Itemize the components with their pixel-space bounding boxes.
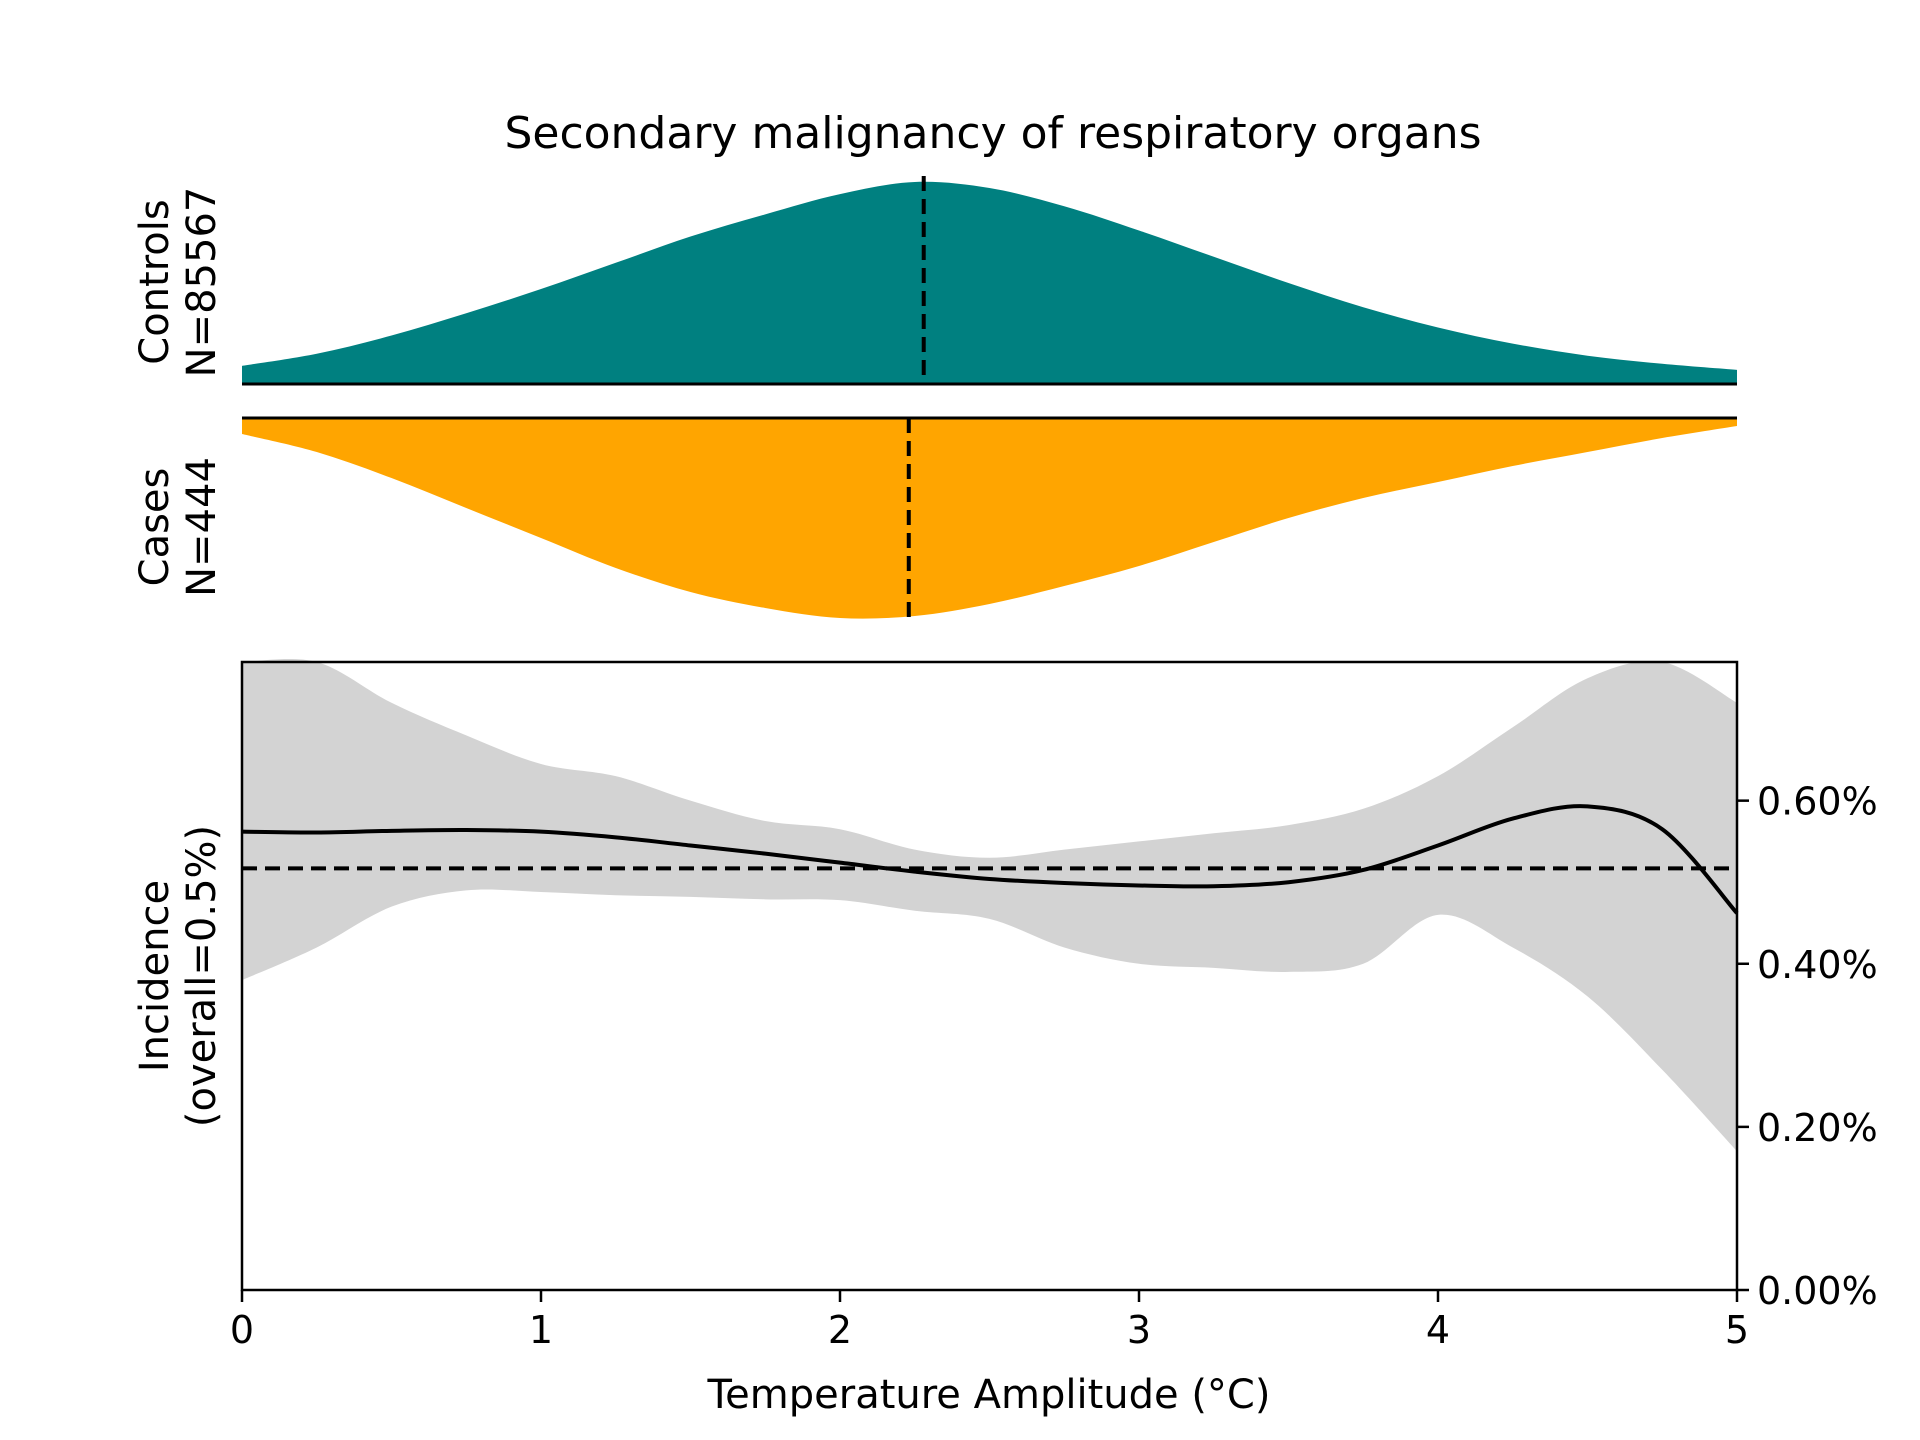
cases-label: Cases (132, 468, 178, 587)
y-tick-label: 0.60% (1757, 780, 1878, 824)
x-tick-label: 0 (230, 1308, 254, 1352)
y-axis-label: Incidence (132, 880, 178, 1072)
y-tick-label: 0.20% (1757, 1106, 1878, 1150)
controls-label: Controls (132, 199, 178, 364)
controls-panel: Controls N=85567 (132, 176, 1737, 386)
cases-panel: Cases N=444 (132, 416, 1737, 624)
incidence-axes-frame (240, 660, 1739, 1292)
controls-density-area (242, 181, 1737, 384)
chart-title: Secondary malignancy of respiratory orga… (504, 108, 1481, 159)
controls-n-label: N=85567 (179, 187, 225, 378)
y-tick-label: 0.00% (1757, 1269, 1878, 1313)
x-axis-label: Temperature Amplitude (°C) (707, 1372, 1271, 1418)
y-tick-label: 0.40% (1757, 943, 1878, 987)
cases-n-label: N=444 (179, 457, 225, 597)
y-axis-ticks: 0.00% 0.20% 0.40% 0.60% (1737, 780, 1878, 1313)
incidence-mean-line (241, 804, 1739, 915)
x-tick-label: 1 (529, 1308, 553, 1352)
incidence-panel: 0 1 2 3 4 5 0.00% 0.20% 0.40% 0.60% Incidence (o… (132, 658, 1878, 1418)
x-axis-ticks: 0 1 2 3 4 5 (230, 1290, 1749, 1352)
x-tick-label: 5 (1725, 1308, 1749, 1352)
incidence-confidence-band (242, 658, 1737, 1152)
x-tick-label: 4 (1426, 1308, 1450, 1352)
x-tick-label: 2 (828, 1308, 852, 1352)
x-tick-label: 3 (1127, 1308, 1151, 1352)
cases-density-area (242, 418, 1737, 619)
y-axis-sublabel: (overall=0.5%) (179, 825, 225, 1127)
